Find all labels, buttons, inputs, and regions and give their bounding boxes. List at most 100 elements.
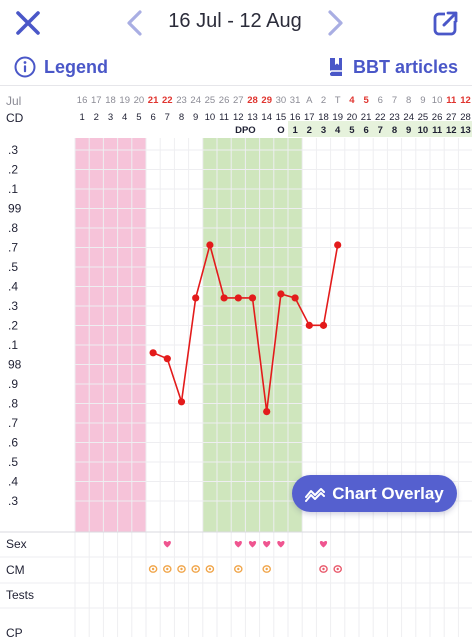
heart-icon[interactable] (263, 540, 271, 548)
y-axis-label: .1 (8, 338, 18, 352)
date-label: 26 (219, 95, 230, 106)
cycle-day-label: 10 (205, 112, 216, 123)
fertile-window-band (202, 138, 303, 532)
temperature-point[interactable] (234, 294, 242, 302)
cervical-mucus-icon[interactable] (333, 565, 343, 573)
y-axis-label: .9 (8, 377, 18, 391)
cycle-day-label: 19 (332, 112, 343, 123)
heart-icon[interactable] (277, 540, 285, 548)
info-icon (14, 56, 36, 78)
date-label: 10 (432, 95, 443, 106)
cervical-mucus-icon-dot (208, 567, 212, 571)
temperature-point[interactable] (263, 408, 271, 416)
temperature-point[interactable] (319, 321, 328, 329)
date-label: 21 (148, 95, 159, 106)
cervical-mucus-icon-dot (194, 567, 197, 571)
y-axis-label: .5 (8, 455, 18, 469)
heart-icon[interactable] (163, 540, 171, 548)
month-label: Jul (6, 94, 21, 108)
dpo-value: 3 (321, 125, 326, 136)
temperature-point[interactable] (334, 241, 342, 249)
y-axis-label: 99 (8, 202, 22, 216)
y-axis-label: .7 (8, 416, 18, 430)
temperature-point[interactable] (206, 241, 214, 249)
date-label: 28 (247, 95, 258, 106)
cycle-day-label: 14 (261, 112, 272, 123)
temperature-point[interactable] (177, 398, 186, 406)
row-label-sex: Sex (6, 537, 27, 551)
temperature-point[interactable] (291, 294, 299, 302)
cycle-day-label: 27 (446, 112, 457, 123)
temperature-point[interactable] (305, 321, 313, 329)
cervical-mucus-icon[interactable] (262, 565, 272, 573)
chevron-left-icon[interactable] (122, 9, 148, 37)
date-label: 11 (446, 95, 457, 106)
date-label: 30 (276, 95, 287, 106)
cervical-mucus-icon-dot (237, 567, 240, 571)
cycle-day-label: 6 (150, 112, 155, 123)
cycle-day-label: 2 (94, 112, 99, 123)
chevron-right-icon[interactable] (322, 9, 348, 37)
y-axis-label: .5 (8, 260, 18, 274)
y-axis-label: .2 (8, 319, 18, 333)
date-label: 16 (77, 95, 88, 106)
date-range-title: 16 Jul - 12 Aug (168, 10, 302, 32)
date-label: 22 (162, 95, 173, 106)
date-label: T (335, 95, 341, 106)
y-axis-label: .7 (8, 241, 18, 255)
cycle-day-label: 9 (193, 112, 198, 123)
chart-overlay-label: Chart Overlay (332, 483, 444, 503)
cervical-mucus-icon[interactable] (148, 565, 158, 573)
legend-link[interactable]: Legend (14, 56, 108, 78)
date-label: A (306, 95, 313, 106)
dpo-value: 9 (406, 125, 411, 136)
dpo-value: 10 (418, 125, 429, 136)
cervical-mucus-icon-dot (322, 567, 325, 571)
heart-icon[interactable] (319, 540, 328, 548)
cd-label: CD (6, 111, 24, 125)
dpo-value: 11 (432, 125, 443, 136)
cervical-mucus-icon-dot (166, 567, 169, 571)
temperature-point[interactable] (220, 294, 228, 302)
cervical-mucus-icon[interactable] (162, 565, 172, 573)
temperature-point[interactable] (248, 294, 257, 302)
cycle-day-label: 7 (165, 112, 170, 123)
link-bar: Legend BBT articles (0, 50, 472, 86)
temperature-point[interactable] (163, 355, 171, 363)
cervical-mucus-icon[interactable] (233, 565, 243, 573)
cervical-mucus-icon[interactable] (177, 565, 186, 573)
cycle-day-label: 13 (247, 112, 258, 123)
chart-overlay-button[interactable]: Chart Overlay (292, 475, 457, 512)
y-axis-label: .4 (8, 280, 18, 294)
top-bar: 16 Jul - 12 Aug (0, 0, 472, 46)
date-label: 20 (134, 95, 145, 106)
cervical-mucus-icon[interactable] (191, 565, 200, 573)
cycle-day-label: 25 (418, 112, 429, 123)
share-icon[interactable] (432, 9, 460, 37)
cervical-mucus-icon[interactable] (319, 565, 328, 573)
temperature-point[interactable] (277, 290, 285, 298)
dpo-value: 7 (378, 125, 383, 136)
bbt-articles-link[interactable]: BBT articles (327, 56, 458, 78)
cervical-mucus-icon-dot (265, 567, 268, 571)
y-axis-label: .8 (8, 221, 18, 235)
close-icon[interactable] (14, 9, 42, 37)
temperature-point[interactable] (149, 349, 157, 357)
dpo-row-background (288, 121, 472, 137)
date-label: 27 (233, 95, 244, 106)
heart-icon[interactable] (248, 540, 257, 548)
date-label: 7 (392, 95, 397, 106)
y-axis-label: .4 (8, 475, 18, 489)
row-label-tests: Tests (6, 588, 34, 602)
cycle-day-label: 23 (389, 112, 400, 123)
heart-icon[interactable] (234, 540, 242, 548)
cervical-mucus-icon[interactable] (205, 565, 215, 573)
cycle-day-label: 15 (276, 112, 287, 123)
cycle-day-label: 24 (403, 112, 414, 123)
date-label: 8 (406, 95, 411, 106)
book-icon (329, 58, 342, 76)
temperature-point[interactable] (192, 294, 200, 302)
row-label-cm: CM (6, 563, 25, 577)
cycle-day-label: 11 (219, 112, 229, 123)
